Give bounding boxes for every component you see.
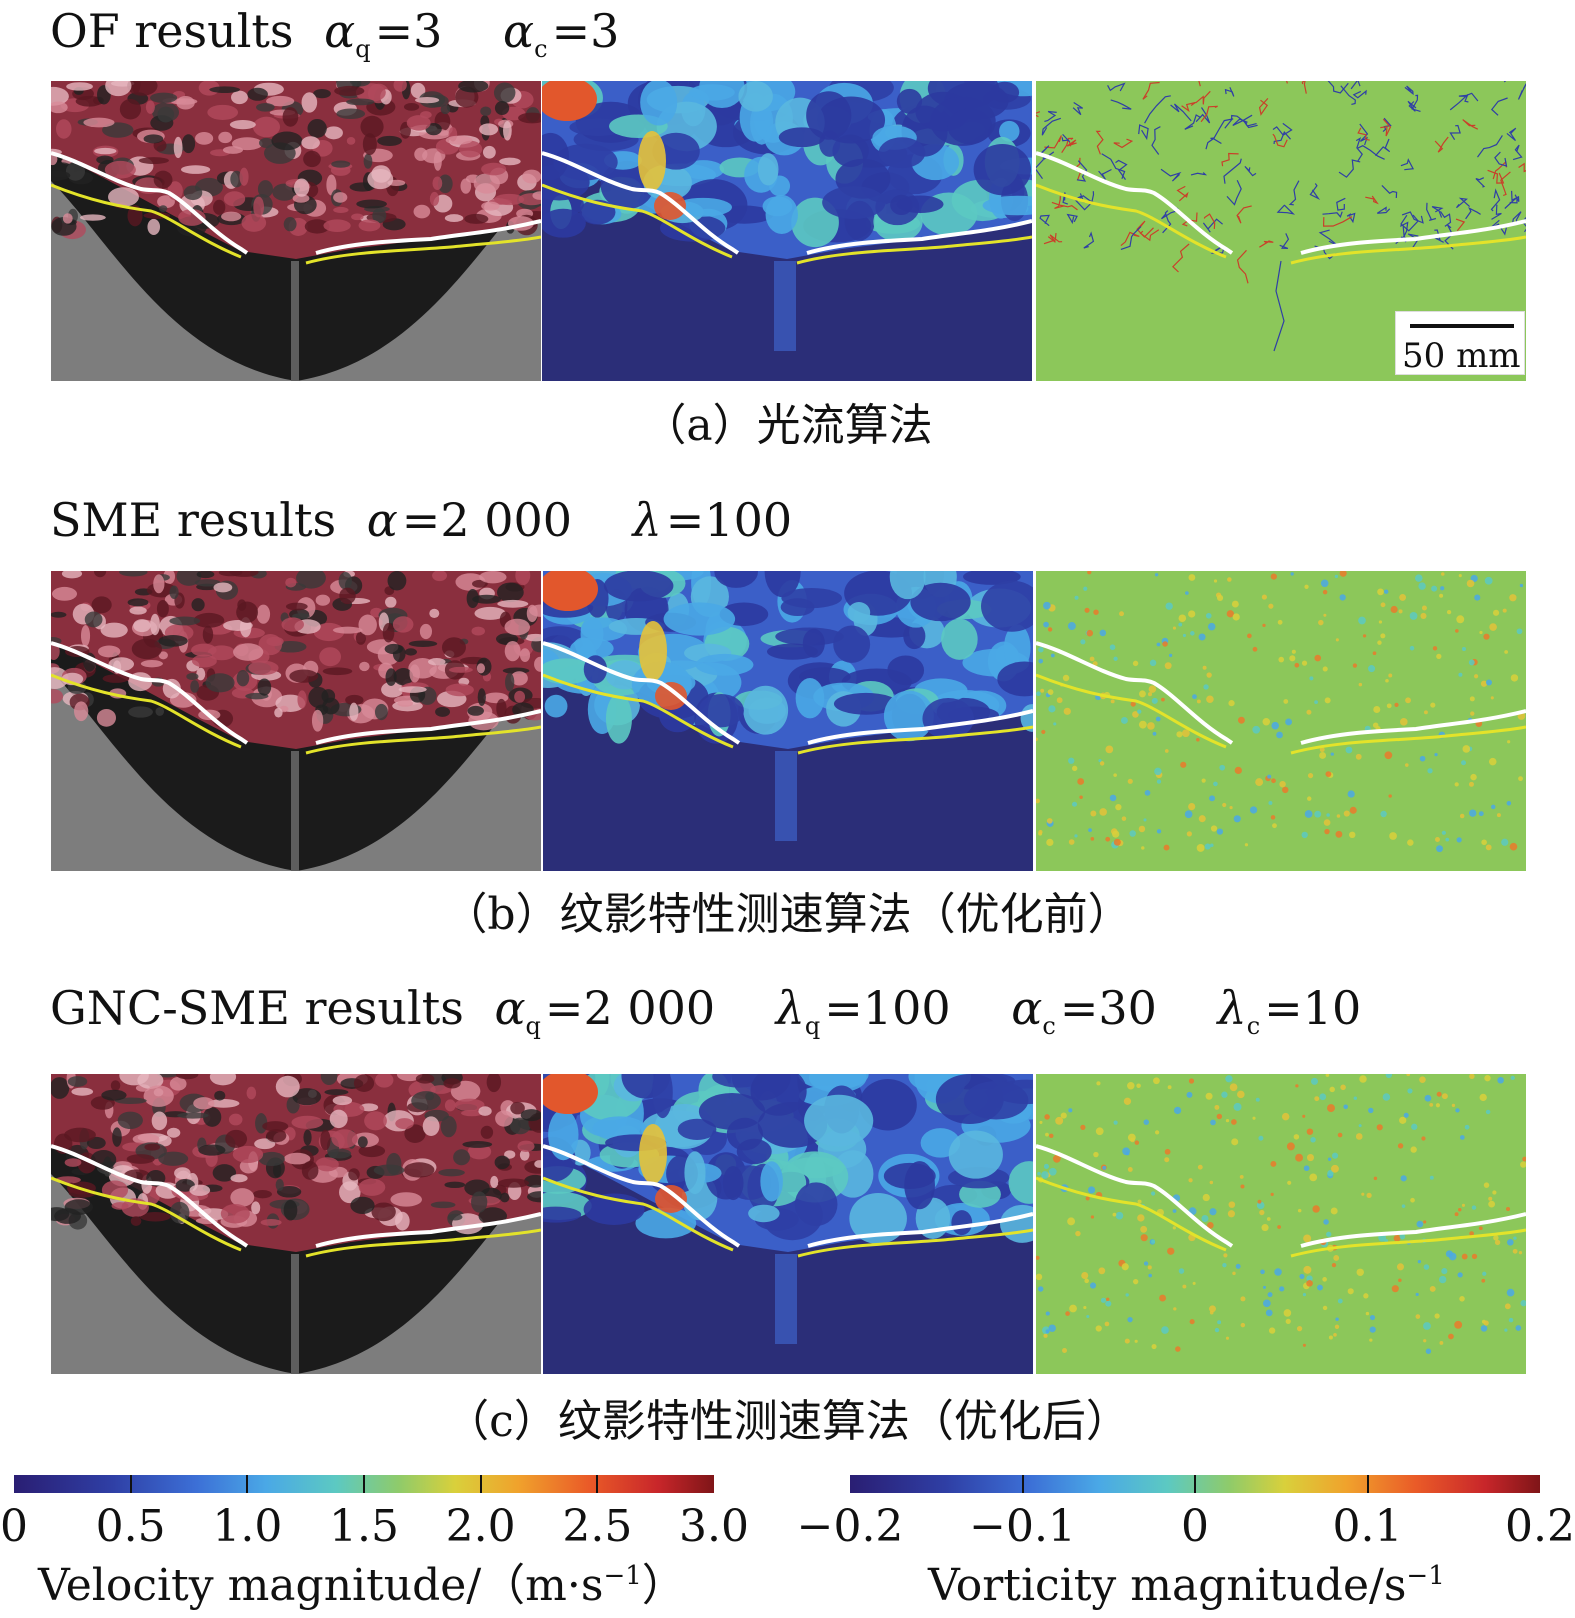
colorbar-tick-label: 3.0 [679,1501,749,1552]
velocity-field-panel [543,571,1033,871]
row-label: GNC-SME results [50,981,464,1035]
scale-bar-label: 50 mm [1402,336,1521,376]
caption-a: （a）光流算法 [642,400,933,451]
colorbar-tick-label: 0 [1181,1501,1209,1552]
colorbar-tick-label: 0.1 [1332,1501,1403,1552]
velocity-field-panel [542,81,1032,381]
colorbar-tick [363,1475,365,1493]
vorticity-colorbar-title: Vorticity magnitude/s−1 [928,1560,1445,1611]
vorticity-field-panel [1036,571,1526,871]
vorticity-colorbar [850,1475,1540,1493]
colorbar-tick-label: 2.0 [445,1501,516,1552]
colorbar-tick [1194,1475,1196,1493]
param: λc=10 [1217,981,1362,1040]
colorbar-tick-label: 0.2 [1505,1501,1575,1552]
colorbar-tick-label: −0.2 [796,1501,904,1552]
velocity-field-panel [543,1074,1033,1374]
param: αc=3 [503,4,620,63]
colorbar-tick-label: 1.0 [212,1501,283,1552]
caption-b: （b）纹影特性测速算法（优化前） [443,889,1132,940]
colorbar-tick [1366,1475,1369,1493]
colorbar-tick [129,1475,132,1493]
scale-bar: 50 mm [1395,311,1525,376]
row-title-of: OF results αq=3 αc=3 [50,8,665,61]
colorbar-tick-label: 2.5 [562,1501,633,1552]
colorbar-tick [246,1475,249,1493]
param: αc=30 [1011,981,1157,1040]
colorbar-tick-label: 0 [0,1501,28,1552]
velocity-colorbar-title: Velocity magnitude/（m·s−1） [38,1560,686,1611]
param: αq=3 [324,4,443,63]
colorbar-tick-label: 1.5 [329,1501,399,1552]
row-title-sme: SME results α=2 000 λ=100 [50,497,838,543]
colorbar-tick [596,1475,599,1493]
colorbar-tick-label: −0.1 [969,1501,1076,1552]
colorbar-tick [479,1475,482,1493]
schlieren-image-panel [51,1074,541,1374]
row-label: SME results [50,493,337,547]
schlieren-image-panel [51,571,541,871]
caption-c: （c）纹影特性测速算法（优化后） [445,1396,1130,1447]
param: αq=2 000 [494,981,716,1040]
colorbar-tick-label: 0.5 [95,1501,166,1552]
row-label: OF results [50,4,294,58]
schlieren-image-panel [51,81,541,381]
param: λ=100 [632,493,793,547]
velocity-colorbar [14,1475,714,1493]
row-title-gnc-sme: GNC-SME results αq=2 000 λq=100 αc=30 λc… [50,985,1407,1038]
scale-bar-line [1410,324,1514,328]
vorticity-field-panel [1036,1074,1526,1374]
colorbar-tick [1021,1475,1024,1493]
param: λq=100 [775,981,951,1040]
param: α=2 000 [366,493,573,547]
